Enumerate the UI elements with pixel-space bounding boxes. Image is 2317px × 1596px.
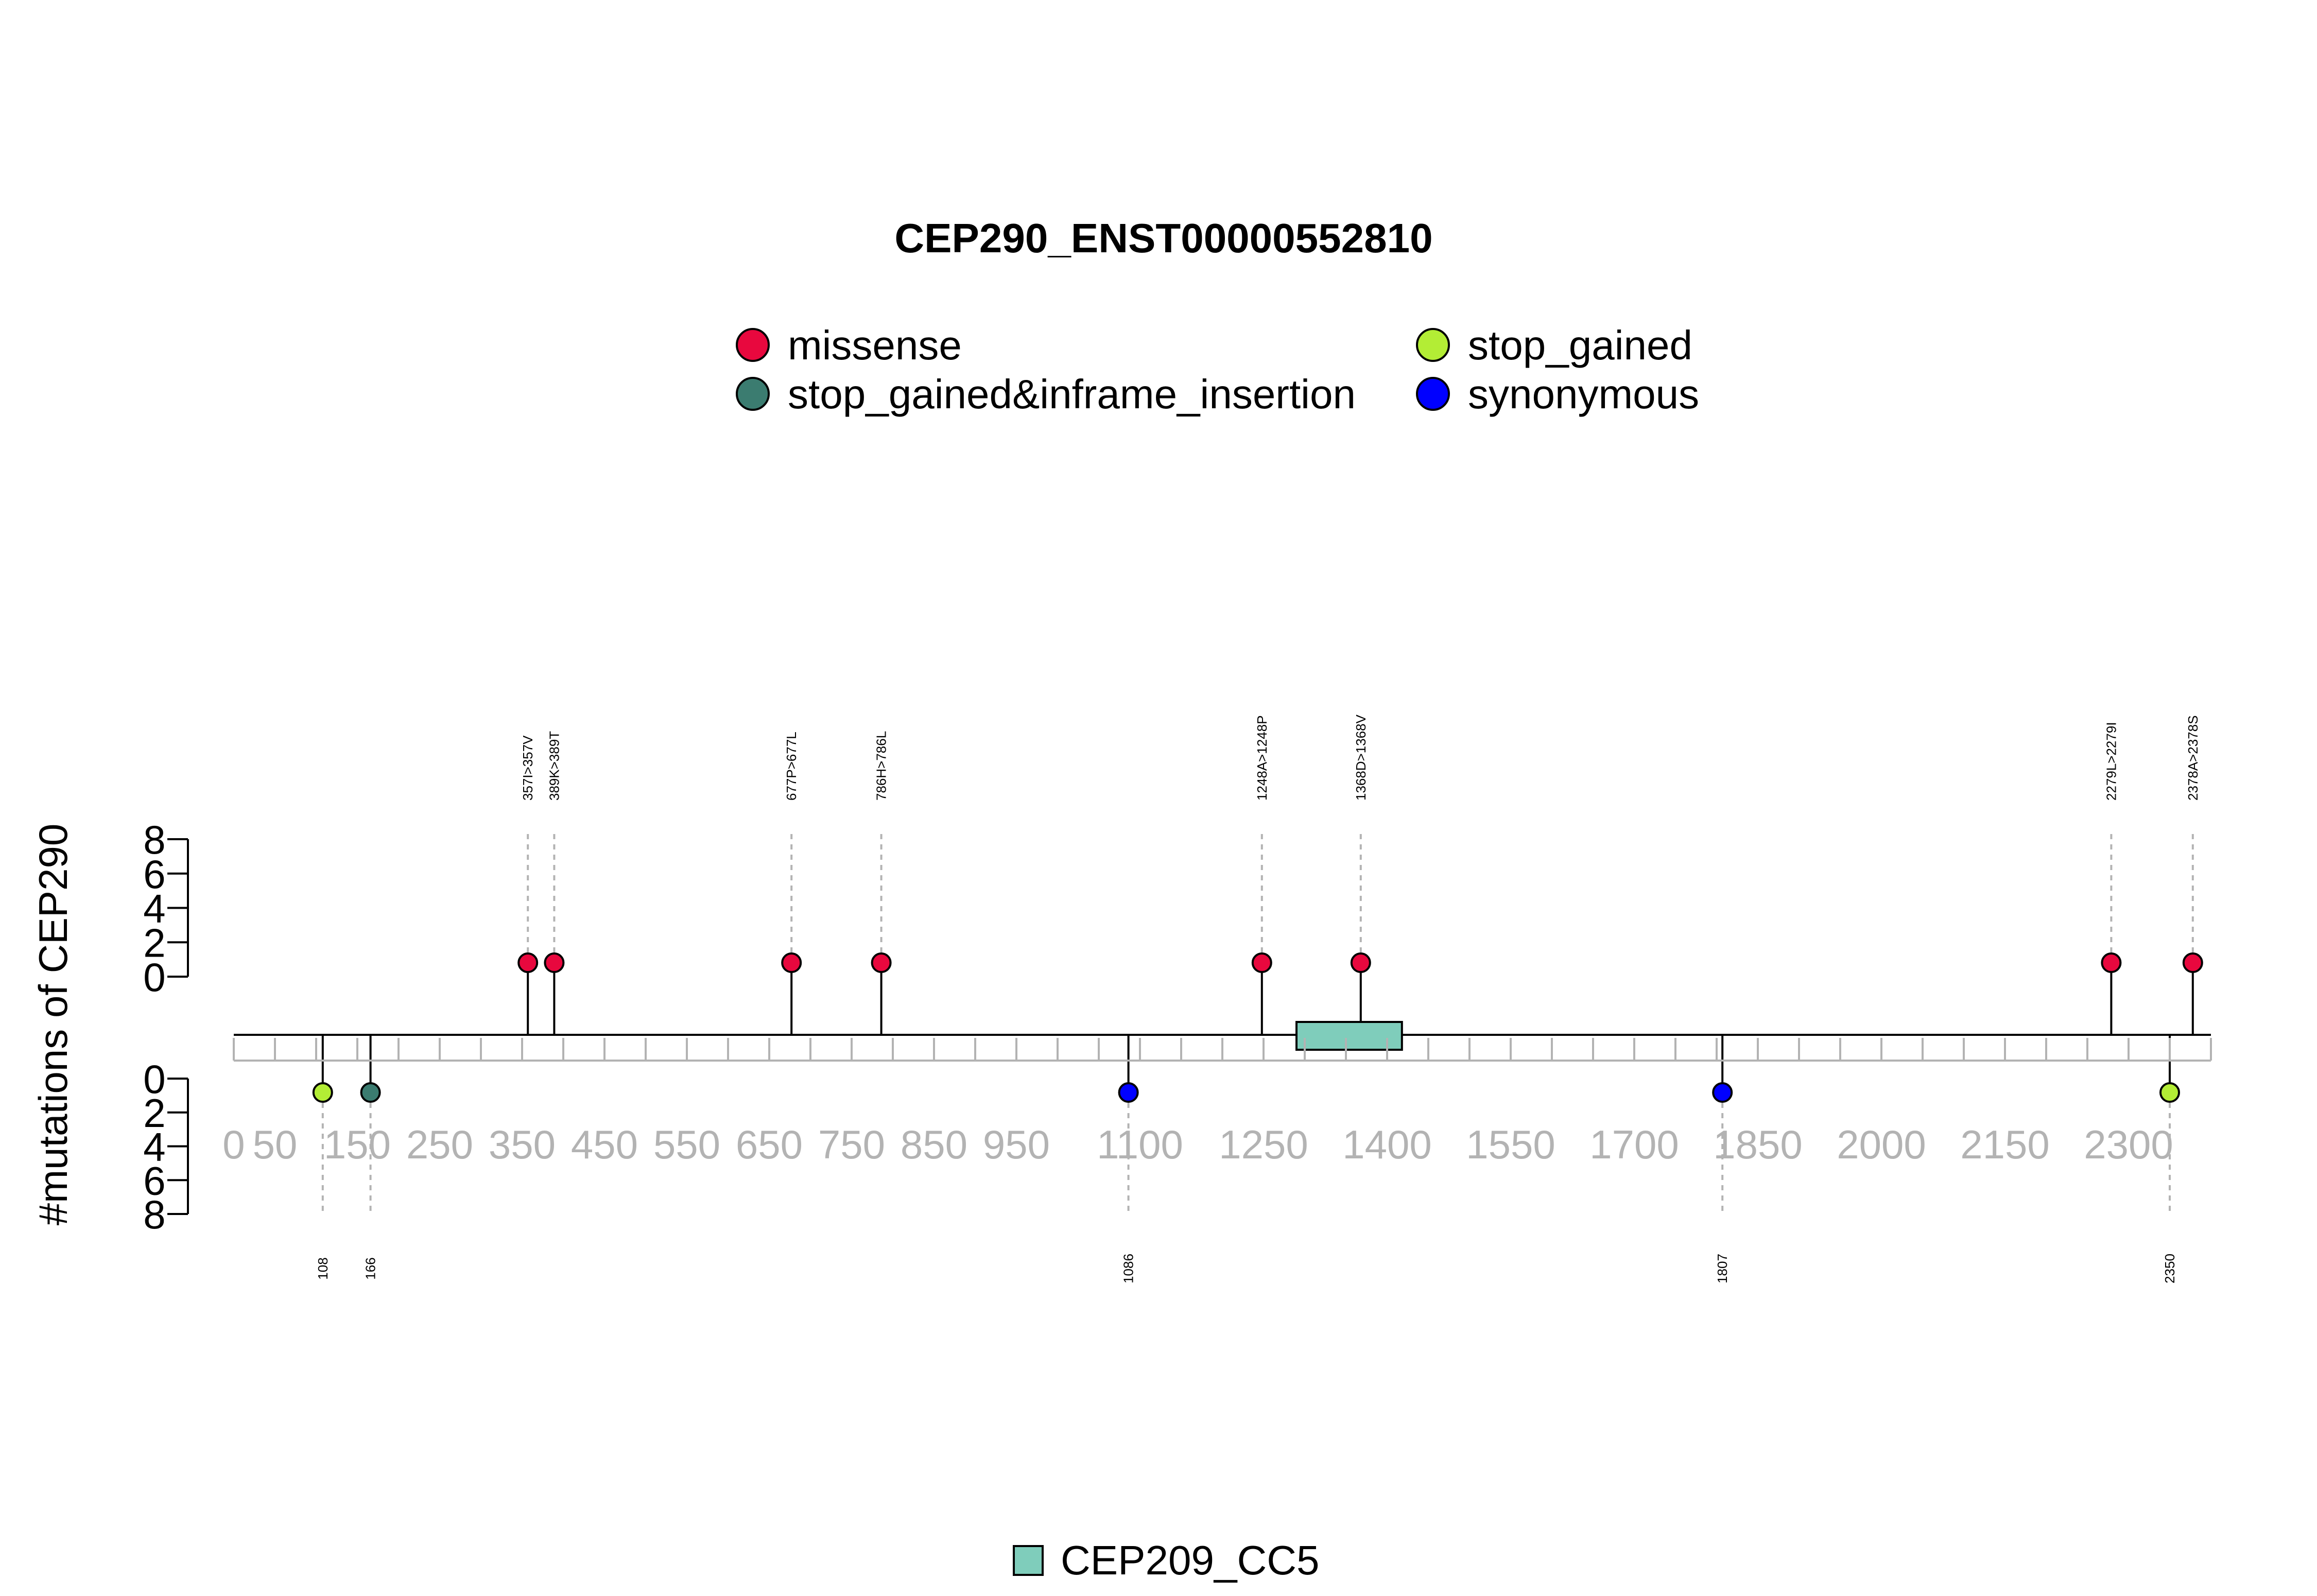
chart-title: CEP290_ENST00000552810	[894, 215, 1432, 261]
legend-label-0: missense	[788, 322, 962, 368]
point-lower-1	[360, 1082, 381, 1103]
x-tick-label-15: 1700	[1589, 1122, 1679, 1167]
x-tick-label-18: 2150	[1960, 1122, 2050, 1167]
x-tick-label-1: 50	[253, 1122, 298, 1167]
domain-box-0	[1295, 1021, 1403, 1051]
mutation-label-lower-0: 108	[315, 1257, 331, 1279]
domain-legend-label-0: CEP209_CC5	[1061, 1537, 1320, 1583]
mutation-label-upper-0: 357I>357V	[520, 735, 535, 801]
protein-domains	[1295, 1021, 1403, 1051]
mutation-label-lower-2: 1086	[1121, 1254, 1136, 1283]
y-upper-tick-label-3: 6	[143, 852, 165, 897]
y-lower-tick-label-3: 6	[143, 1158, 165, 1203]
x-tick-label-10: 950	[983, 1122, 1050, 1167]
mutation-label-upper-2: 677P>677L	[784, 732, 799, 801]
mutation-label-upper-1: 389K>389T	[546, 731, 562, 801]
y-axis-label: #mutations of CEP290	[30, 824, 76, 1225]
point-upper-4	[1251, 952, 1272, 973]
mutation-labels: 357I>357V 389K>389T 677P>677L 786H>786L 1248…	[315, 714, 2201, 1283]
y-upper-tick-label-4: 8	[143, 817, 165, 862]
x-tick-label-7: 650	[736, 1122, 803, 1167]
x-tick-label-12: 1250	[1219, 1122, 1308, 1167]
point-upper-6	[2101, 952, 2122, 973]
point-lower-4	[2159, 1082, 2180, 1103]
point-upper-7	[2182, 952, 2203, 973]
x-tick-label-19: 2300	[2084, 1122, 2173, 1167]
point-upper-5	[1350, 952, 1371, 973]
legend-label-1: stop_gained	[1468, 322, 1692, 368]
x-tick-label-2: 150	[324, 1122, 391, 1167]
y-lower-tick-label-2: 4	[143, 1124, 165, 1170]
mutation-label-lower-3: 1807	[1715, 1254, 1730, 1283]
mutation-guide-lines	[321, 834, 2194, 1215]
point-upper-1	[544, 952, 565, 973]
y-upper-tick-label-2: 4	[143, 886, 165, 931]
mutation-label-upper-6: 2279L>2279I	[2103, 722, 2119, 801]
legend-label-3: synonymous	[1468, 371, 1699, 417]
mutation-label-lower-4: 2350	[2162, 1254, 2177, 1283]
x-tick-label-8: 750	[818, 1122, 885, 1167]
mutation-type-legend: missense stop_gained stop_gained&inframe_i…	[736, 322, 1699, 417]
y-upper-tick-label-0: 0	[143, 955, 165, 1000]
legend-swatch-0	[736, 328, 770, 362]
y-lower-tick-label-4: 8	[143, 1192, 165, 1237]
x-tick-label-4: 350	[489, 1122, 556, 1167]
x-tick-label-16: 1850	[1713, 1122, 1803, 1167]
x-tick-label-6: 550	[653, 1122, 720, 1167]
legend-label-2: stop_gained&inframe_insertion	[788, 371, 1356, 417]
mutation-label-upper-3: 786H>786L	[874, 731, 889, 801]
point-upper-2	[781, 952, 802, 973]
x-tick-label-14: 1550	[1466, 1122, 1555, 1167]
point-lower-2	[1118, 1082, 1139, 1103]
y-lower-tick-label-1: 2	[143, 1090, 165, 1136]
x-tick-label-17: 2000	[1837, 1122, 1926, 1167]
x-tick-label-9: 850	[901, 1122, 967, 1167]
x-tick-label-13: 1400	[1342, 1122, 1432, 1167]
point-lower-3	[1712, 1082, 1733, 1103]
point-upper-3	[871, 952, 892, 973]
domain-legend: CEP209_CC5	[1013, 1537, 1320, 1583]
legend-swatch-2	[736, 377, 770, 411]
mutation-label-upper-7: 2378A>2378S	[2185, 715, 2201, 801]
lollipop-stems	[321, 963, 2194, 1092]
x-tick-label-3: 250	[406, 1122, 473, 1167]
domain-legend-swatch-0	[1013, 1545, 1044, 1576]
y-lower-tick-label-0: 0	[143, 1056, 165, 1102]
mutation-label-upper-4: 1248A>1248P	[1254, 715, 1270, 801]
point-lower-0	[312, 1082, 333, 1103]
y-upper-tick-label-1: 2	[143, 920, 165, 965]
lollipop-heads	[312, 952, 2203, 1103]
x-axis: 0 50 150 250 350 450 550 650 750 850 950 1100 1250 14…	[222, 1038, 2212, 1167]
mutation-label-lower-1: 166	[363, 1257, 378, 1279]
x-tick-label-5: 450	[571, 1122, 638, 1167]
x-tick-label-11: 1100	[1097, 1122, 1183, 1167]
legend-swatch-1	[1416, 328, 1450, 362]
point-upper-0	[517, 952, 539, 973]
x-tick-label-0: 0	[222, 1122, 245, 1167]
mutation-label-upper-5: 1368D>1368V	[1353, 714, 1369, 801]
legend-swatch-3	[1416, 377, 1450, 411]
